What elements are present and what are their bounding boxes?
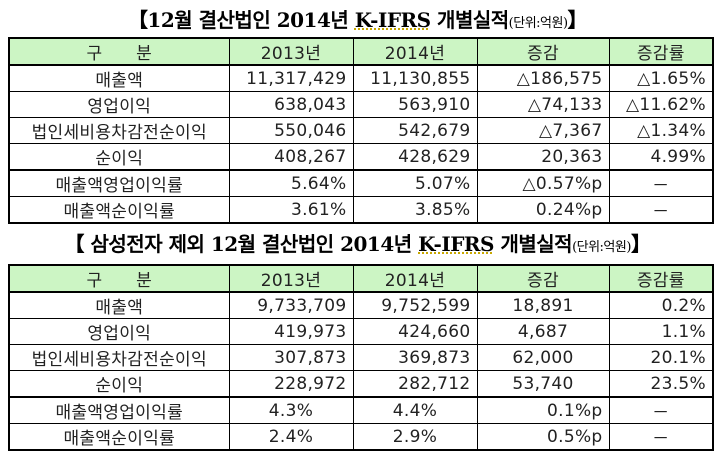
cell-2013: 307,873 bbox=[228, 344, 354, 371]
cell-2014: 282,712 bbox=[352, 370, 478, 398]
cell-2013: 2.4% bbox=[228, 423, 354, 451]
header-rate: 증감률 bbox=[608, 264, 714, 293]
row-label: 매출액 bbox=[8, 64, 230, 92]
header-2014: 2014년 bbox=[352, 37, 478, 66]
table-row: 매출액순이익률 2.4% 2.9% 0.5%p － bbox=[8, 423, 714, 451]
header-category: 구 분 bbox=[8, 264, 230, 293]
cell-2014: 4.4% bbox=[352, 396, 478, 424]
row-label: 순이익 bbox=[8, 370, 230, 398]
row-label: 법인세비용차감전순이익 bbox=[8, 117, 230, 144]
cell-2014: 11,130,855 bbox=[352, 64, 478, 92]
table1-title: 【12월 결산법인 2014년 K-IFRS 개별실적(단위:억원)】 bbox=[0, 4, 715, 33]
cell-rate: 4.99% bbox=[608, 143, 714, 171]
cell-2013: 550,046 bbox=[228, 117, 354, 144]
cell-rate: － bbox=[608, 169, 714, 197]
cell-rate: △11.62% bbox=[608, 91, 714, 118]
cell-2013: 419,973 bbox=[228, 318, 354, 345]
cell-2013: 408,267 bbox=[228, 143, 354, 171]
row-label: 매출액순이익률 bbox=[8, 423, 230, 451]
cell-2014: 424,660 bbox=[352, 318, 478, 345]
row-label: 순이익 bbox=[8, 143, 230, 171]
header-2013: 2013년 bbox=[228, 264, 354, 293]
cell-rate: － bbox=[608, 423, 714, 451]
cell-2013: 5.64% bbox=[228, 169, 354, 197]
header-change: 증감 bbox=[476, 264, 610, 293]
row-label: 매출액영업이익률 bbox=[8, 169, 230, 197]
unit-label: (단위:억원) bbox=[508, 16, 568, 31]
cell-change: 62,000 bbox=[476, 344, 610, 371]
title-kifrs: K-IFRS bbox=[418, 232, 494, 256]
cell-2014: 563,910 bbox=[352, 91, 478, 118]
cell-2013: 638,043 bbox=[228, 91, 354, 118]
cell-rate: － bbox=[608, 396, 714, 424]
row-label: 매출액순이익률 bbox=[8, 196, 230, 224]
cell-rate: 23.5% bbox=[608, 370, 714, 398]
title-kifrs: K-IFRS bbox=[354, 8, 431, 32]
cell-change: △7,367 bbox=[476, 117, 610, 144]
cell-2014: 428,629 bbox=[352, 143, 478, 171]
cell-2014: 542,679 bbox=[352, 117, 478, 144]
table-row: 법인세비용차감전순이익 550,046 542,679 △7,367 △1.34% bbox=[8, 117, 714, 144]
cell-rate: 1.1% bbox=[608, 318, 714, 345]
cell-2014: 2.9% bbox=[352, 423, 478, 451]
bracket: 】 bbox=[630, 232, 651, 256]
title-text: 【12월 결산법인 2014년 bbox=[127, 8, 355, 32]
cell-change: △74,133 bbox=[476, 91, 610, 118]
table-row: 매출액영업이익률 5.64% 5.07% △0.57%p － bbox=[8, 169, 714, 197]
row-label: 매출액영업이익률 bbox=[8, 396, 230, 424]
cell-2014: 5.07% bbox=[352, 169, 478, 197]
cell-change: 4,687 bbox=[476, 318, 610, 345]
cell-rate: 0.2% bbox=[608, 291, 714, 319]
title-text-suffix: 개별실적 bbox=[493, 232, 573, 256]
cell-2013: 228,972 bbox=[228, 370, 354, 398]
table-row: 매출액 11,317,429 11,130,855 △186,575 △1.65% bbox=[8, 64, 714, 92]
cell-rate: － bbox=[608, 196, 714, 224]
cell-2013: 9,733,709 bbox=[228, 291, 354, 319]
table-row: 매출액 9,733,709 9,752,599 18,891 0.2% bbox=[8, 291, 714, 319]
table1: 구 분 2013년 2014년 증감 증감률 매출액 11,317,429 11,1… bbox=[8, 37, 714, 224]
cell-change: 18,891 bbox=[476, 291, 610, 319]
unit-label: (단위:억원) bbox=[572, 240, 631, 255]
cell-change: △186,575 bbox=[476, 64, 610, 92]
header-2013: 2013년 bbox=[228, 37, 354, 66]
header-row: 구 분 2013년 2014년 증감 증감률 bbox=[8, 264, 714, 293]
row-label: 영업이익 bbox=[8, 318, 230, 345]
cell-change: 0.5%p bbox=[476, 423, 610, 451]
header-2014: 2014년 bbox=[352, 264, 478, 293]
table-row: 순이익 408,267 428,629 20,363 4.99% bbox=[8, 143, 714, 171]
cell-2013: 4.3% bbox=[228, 396, 354, 424]
row-label: 영업이익 bbox=[8, 91, 230, 118]
cell-2014: 9,752,599 bbox=[352, 291, 478, 319]
table-row: 영업이익 638,043 563,910 △74,133 △11.62% bbox=[8, 91, 714, 118]
cell-change: 20,363 bbox=[476, 143, 610, 171]
header-category: 구 분 bbox=[8, 37, 230, 66]
header-rate: 증감률 bbox=[608, 37, 714, 66]
row-label: 법인세비용차감전순이익 bbox=[8, 344, 230, 371]
cell-change: 0.1%p bbox=[476, 396, 610, 424]
title-text: 【 삼성전자 제외 12월 결산법인 2014년 bbox=[64, 232, 419, 256]
cell-2013: 3.61% bbox=[228, 196, 354, 224]
cell-rate: △1.65% bbox=[608, 64, 714, 92]
bracket: 】 bbox=[567, 8, 588, 32]
table2: 구 분 2013년 2014년 증감 증감률 매출액 9,733,709 9,752… bbox=[8, 264, 714, 451]
cell-change: 53,740 bbox=[476, 370, 610, 398]
cell-rate: △1.34% bbox=[608, 117, 714, 144]
cell-rate: 20.1% bbox=[608, 344, 714, 371]
cell-2014: 369,873 bbox=[352, 344, 478, 371]
table2-title: 【 삼성전자 제외 12월 결산법인 2014년 K-IFRS 개별실적(단위:… bbox=[0, 228, 715, 257]
row-label: 매출액 bbox=[8, 291, 230, 319]
table-row: 매출액영업이익률 4.3% 4.4% 0.1%p － bbox=[8, 396, 714, 424]
title-text-suffix: 개별실적 bbox=[430, 8, 509, 32]
cell-2013: 11,317,429 bbox=[228, 64, 354, 92]
cell-2014: 3.85% bbox=[352, 196, 478, 224]
cell-change: △0.57%p bbox=[476, 169, 610, 197]
table-row: 법인세비용차감전순이익 307,873 369,873 62,000 20.1% bbox=[8, 344, 714, 371]
table-row: 매출액순이익률 3.61% 3.85% 0.24%p － bbox=[8, 196, 714, 224]
header-change: 증감 bbox=[476, 37, 610, 66]
table-row: 순이익 228,972 282,712 53,740 23.5% bbox=[8, 370, 714, 398]
header-row: 구 분 2013년 2014년 증감 증감률 bbox=[8, 37, 714, 66]
table-row: 영업이익 419,973 424,660 4,687 1.1% bbox=[8, 318, 714, 345]
cell-change: 0.24%p bbox=[476, 196, 610, 224]
